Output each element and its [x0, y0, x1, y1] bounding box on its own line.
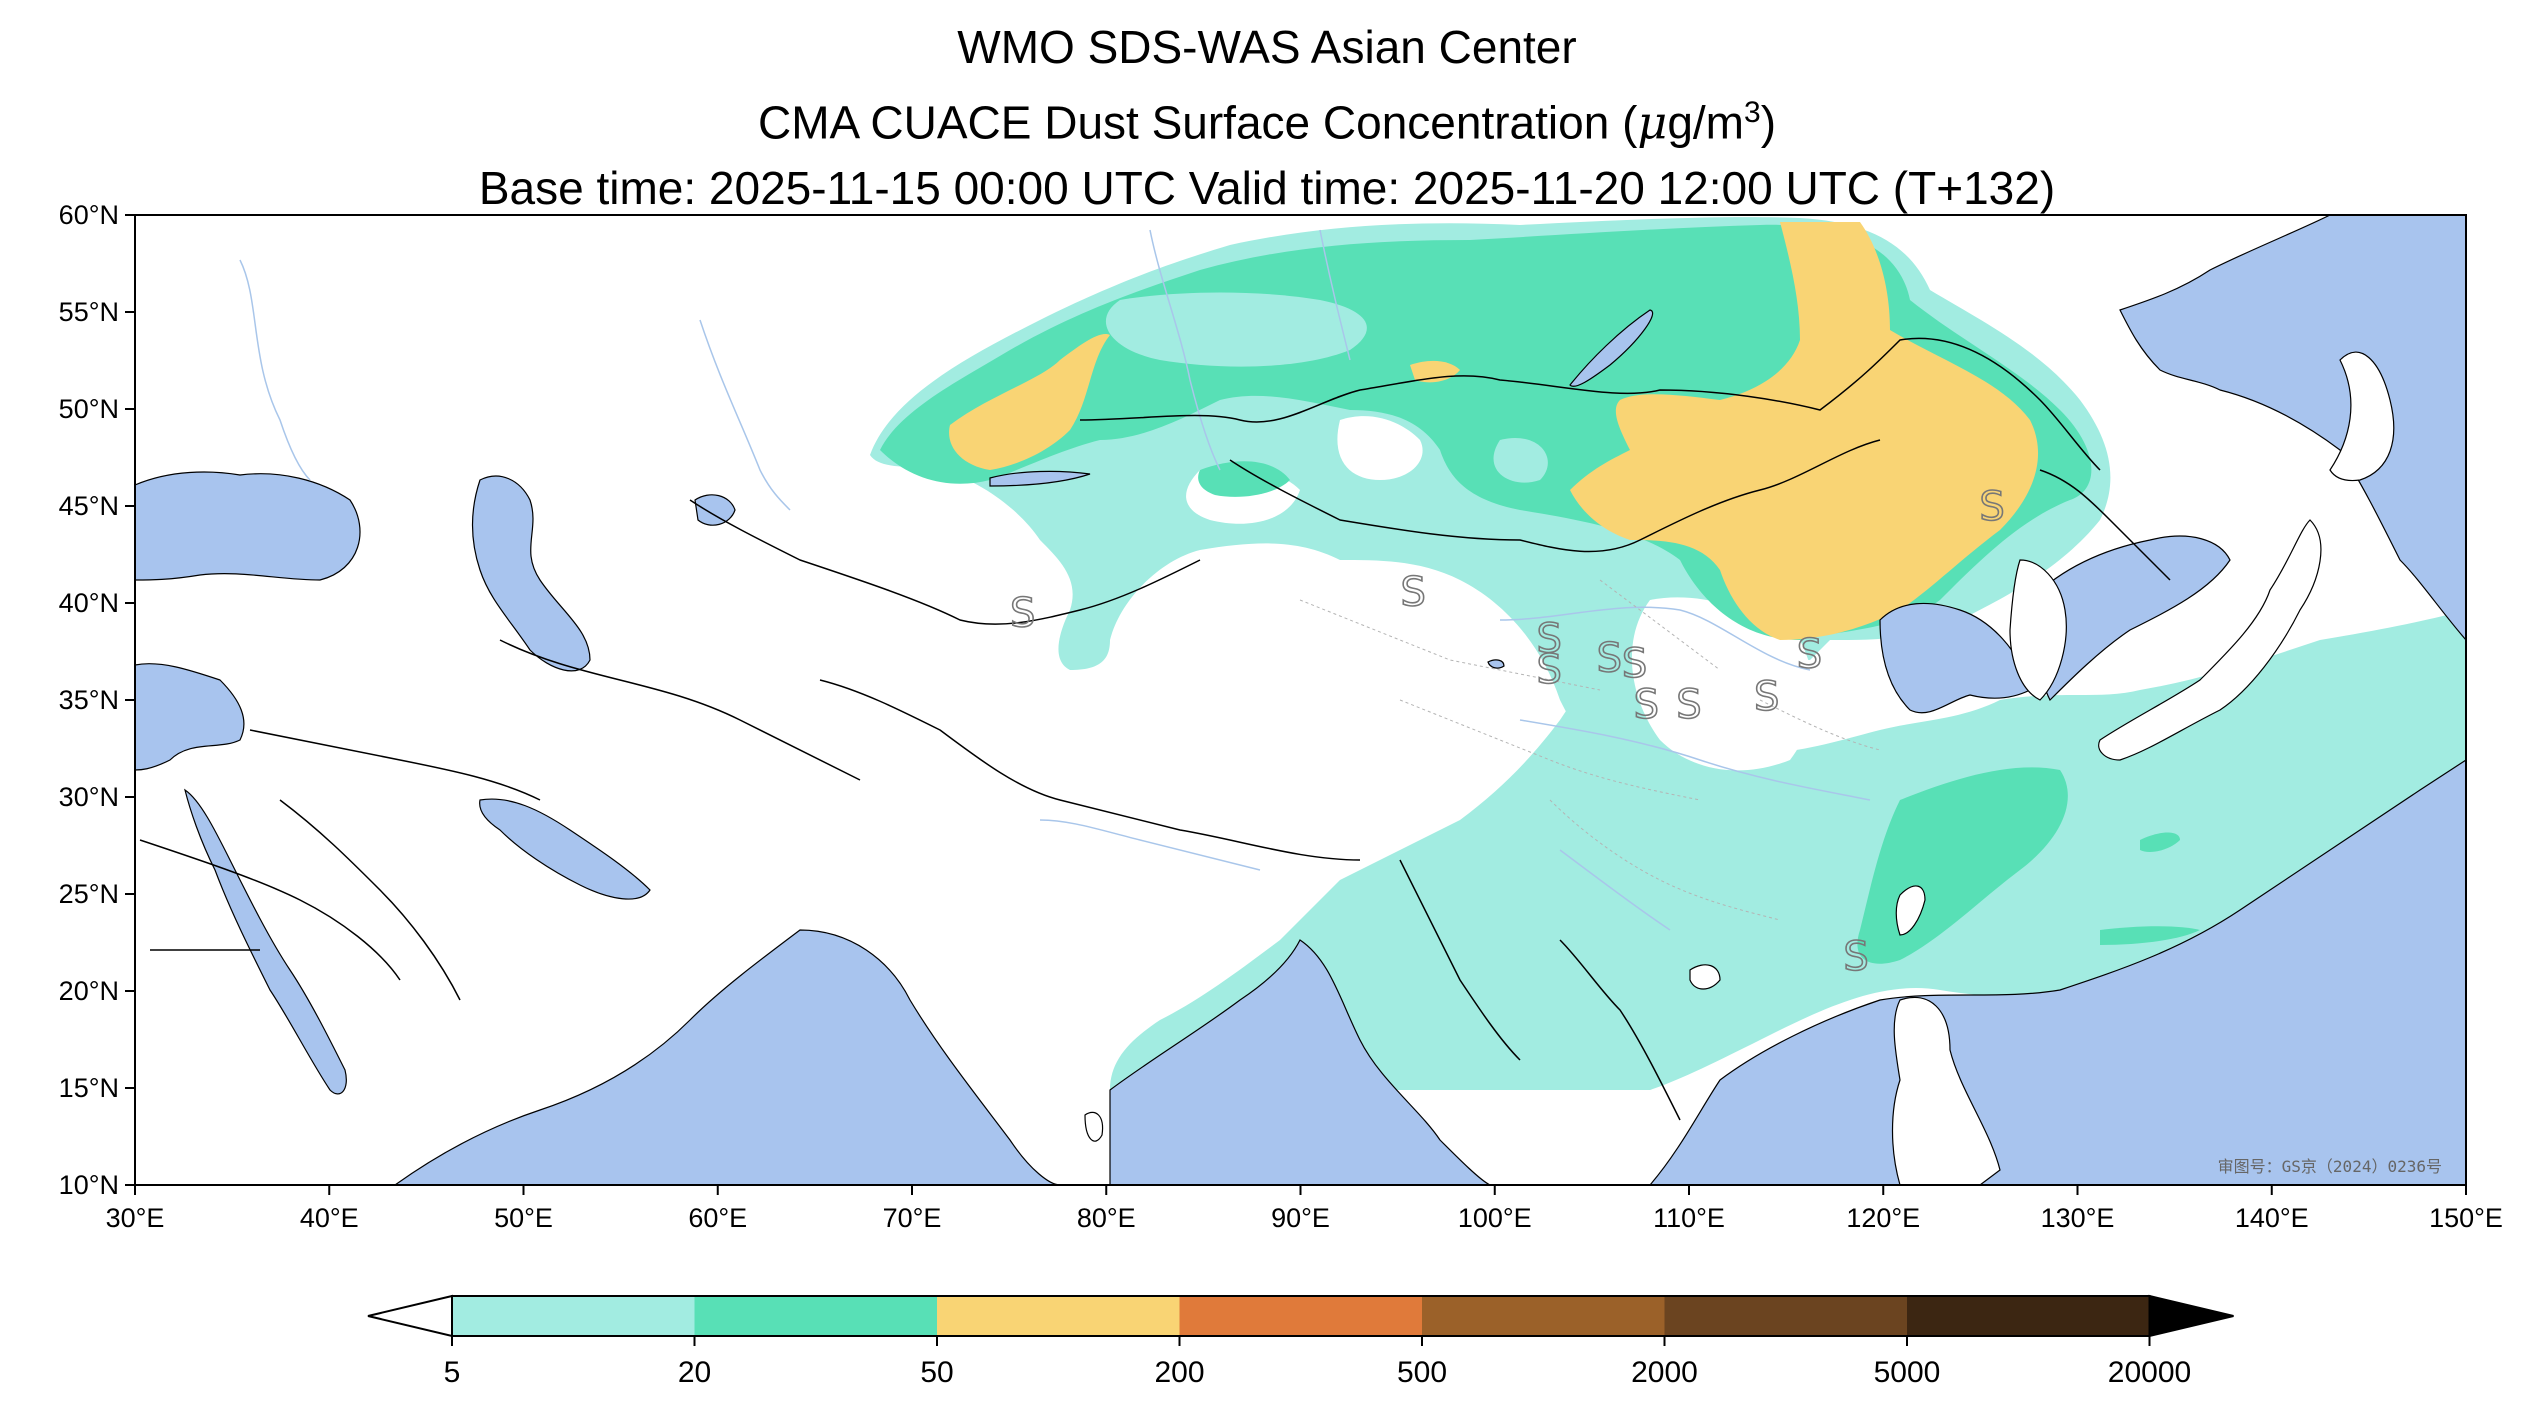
province-borders [1299, 579, 1881, 921]
subtitle-suffix: ) [1760, 96, 1777, 149]
lat-tick-label: 15°N [59, 1073, 119, 1103]
philippines [1891, 996, 2001, 1185]
colorbar-frame [451, 1295, 2151, 1337]
chart-time-info: Base time: 2025-11-15 00:00 UTC Valid ti… [478, 162, 2056, 215]
subtitle-mu: μ [1637, 95, 1668, 150]
latitude-axis: 60°N 55°N 50°N 45°N 40°N 35°N 30°N 25°N 20°N 15°N… [59, 200, 135, 1200]
water-bodies [135, 215, 2466, 1185]
dust-storm-symbol: S [1536, 616, 1561, 662]
lat-tick-label: 10°N [59, 1170, 119, 1200]
colorbar-tick-label: 20000 [2108, 1356, 2191, 1389]
lon-tick-label: 50°E [494, 1203, 553, 1233]
korea [2009, 559, 2067, 701]
lon-tick-label: 60°E [688, 1203, 747, 1233]
dust-storm-symbol: S [1843, 934, 1868, 980]
lat-tick-label: 35°N [59, 685, 119, 715]
dust-storm-symbol: S [1536, 647, 1561, 693]
colorbar-tick-label: 20 [678, 1356, 711, 1389]
hainan [1689, 964, 1721, 990]
mediterranean-sea [135, 663, 245, 771]
dust-storm-symbol: S [1979, 484, 2004, 530]
arabian-sea [393, 929, 1061, 1185]
subtitle-prefix: CMA CUACE Dust Surface Concentration ( [757, 96, 1638, 149]
dust-storm-symbol: S [1010, 591, 1035, 637]
chart-title-block: WMO SDS-WAS Asian Center CMA CUACE Dust … [0, 14, 2534, 221]
colorbar-tick-label: 2000 [1631, 1356, 1698, 1389]
lon-tick-label: 40°E [300, 1203, 359, 1233]
colorbar-bin [1422, 1296, 1665, 1336]
country-borders [139, 337, 2171, 1121]
aral-sea [694, 494, 736, 526]
persian-gulf [479, 798, 651, 900]
lon-tick-label: 30°E [106, 1203, 165, 1233]
ocean-islands [1084, 351, 2395, 1185]
colorbar: 5 20 50 200 500 2000 5000 20000 [367, 1294, 2234, 1389]
lon-tick-label: 130°E [2041, 1203, 2115, 1233]
subtitle-unit: g/m [1667, 96, 1744, 149]
dust-storm-symbol: S [1676, 682, 1701, 728]
lon-tick-label: 110°E [1653, 1203, 1725, 1233]
lat-tick-label: 50°N [59, 394, 119, 424]
dust-storm-symbol: S [1634, 682, 1659, 728]
colorbar-bin [452, 1296, 695, 1336]
qinghai-lake [1487, 659, 1505, 669]
lon-tick-label: 120°E [1846, 1203, 1920, 1233]
lat-tick-label: 60°N [59, 200, 119, 230]
lon-tick-label: 90°E [1271, 1203, 1330, 1233]
caspian-sea [471, 475, 591, 672]
lon-tick-label: 150°E [2429, 1203, 2503, 1233]
colorbar-bin [937, 1296, 1180, 1336]
colorbar-tick-label: 5000 [1874, 1356, 1941, 1389]
dust-storm-symbol: S [1400, 569, 1425, 615]
lon-tick-label: 80°E [1077, 1203, 1136, 1233]
lake-baikal [1569, 309, 1654, 387]
hokkaido [2329, 351, 2395, 482]
rivers [239, 229, 1871, 931]
lon-tick-label: 70°E [883, 1203, 942, 1233]
lon-tick-label: 140°E [2235, 1203, 2309, 1233]
dust-storm-symbol: S [1597, 635, 1622, 681]
colorbar-bin [694, 1296, 938, 1336]
colorbar-tick-label: 200 [1154, 1356, 1204, 1389]
subtitle-exponent: 3 [1744, 96, 1761, 129]
lat-tick-label: 20°N [59, 976, 119, 1006]
colorbar-tick-label: 5 [444, 1356, 461, 1389]
lon-tick-label: 100°E [1458, 1203, 1532, 1233]
lat-tick-label: 55°N [59, 297, 119, 327]
chart-title: WMO SDS-WAS Asian Center [957, 21, 1577, 73]
lat-tick-label: 45°N [59, 491, 119, 521]
colorbar-bin [1179, 1296, 1423, 1336]
dust-storm-symbol: S [1797, 631, 1822, 677]
colorbar-tick-label: 50 [920, 1356, 953, 1389]
sri-lanka [1084, 1111, 1104, 1142]
longitude-axis: 30°E 40°E 50°E 60°E 70°E 80°E 90°E 100°E 110°E 12… [106, 1185, 2503, 1233]
map-approval-number: 审图号：GS京（2024）0236号 [2218, 1157, 2442, 1176]
pacific-ocean [1649, 215, 2466, 1185]
red-sea-persian-gulf [184, 788, 347, 1095]
colorbar-bin [1907, 1296, 2150, 1336]
sea-of-japan [2029, 535, 2231, 702]
taiwan [1895, 885, 1926, 936]
dust-storm-symbol: S [1754, 674, 1779, 720]
colorbar-tick-label: 500 [1397, 1356, 1447, 1389]
lat-tick-label: 25°N [59, 879, 119, 909]
chart-subtitle: CMA CUACE Dust Surface Concentration (μg… [0, 80, 2534, 155]
lat-tick-label: 30°N [59, 782, 119, 812]
dust-storm-symbol: S [1622, 641, 1647, 687]
colorbar-under-arrow [367, 1294, 453, 1338]
lake-balkhash [989, 470, 1091, 487]
japan [2098, 519, 2322, 761]
map-area: 审图号：GS京（2024）0236号 [135, 215, 2466, 1185]
bohai-yellow-sea [1879, 602, 2031, 714]
colorbar-over-arrow [2148, 1294, 2234, 1338]
black-sea [135, 471, 361, 581]
lat-tick-label: 40°N [59, 588, 119, 618]
bay-of-bengal [1109, 939, 1491, 1185]
colorbar-bin [1664, 1296, 1908, 1336]
